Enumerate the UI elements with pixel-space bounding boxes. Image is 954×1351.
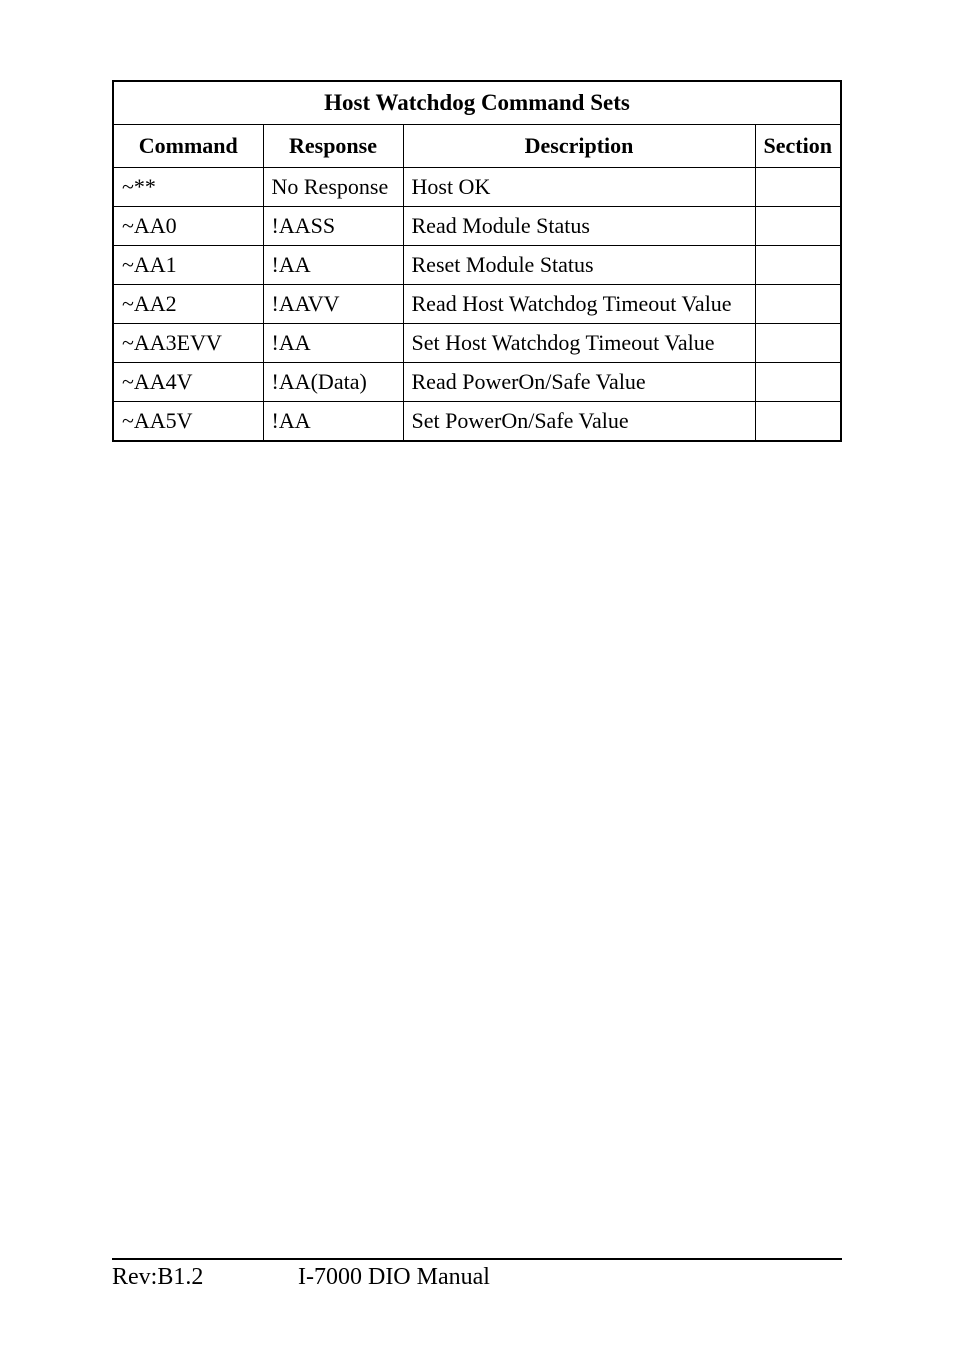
table-row: ~AA5V !AA Set PowerOn/Safe Value [113, 402, 841, 442]
cell-response: !AA(Data) [263, 363, 403, 402]
cell-description: Read PowerOn/Safe Value [403, 363, 755, 402]
table-row: ~AA3EVV !AA Set Host Watchdog Timeout Va… [113, 324, 841, 363]
cell-description: Reset Module Status [403, 246, 755, 285]
cell-section [755, 246, 841, 285]
cell-command: ~** [113, 168, 263, 207]
cell-section [755, 285, 841, 324]
cell-section [755, 168, 841, 207]
cell-section [755, 207, 841, 246]
table-title-row: Host Watchdog Command Sets [113, 81, 841, 125]
header-response: Response [263, 125, 403, 168]
footer-title: I-7000 DIO Manual [298, 1264, 490, 1291]
table-row: ~AA0 !AASS Read Module Status [113, 207, 841, 246]
cell-response: !AA [263, 246, 403, 285]
watchdog-command-table: Host Watchdog Command Sets Command Respo… [112, 80, 842, 442]
footer-text: Rev:B1.2 I-7000 DIO Manual [112, 1264, 842, 1291]
cell-command: ~AA3EVV [113, 324, 263, 363]
cell-description: Host OK [403, 168, 755, 207]
footer-rev: Rev:B1.2 [112, 1264, 298, 1291]
cell-description: Read Host Watchdog Timeout Value [403, 285, 755, 324]
cell-command: ~AA2 [113, 285, 263, 324]
cell-response: No Response [263, 168, 403, 207]
table-row: ~AA2 !AAVV Read Host Watchdog Timeout Va… [113, 285, 841, 324]
cell-response: !AAVV [263, 285, 403, 324]
table-title: Host Watchdog Command Sets [113, 81, 841, 125]
cell-command: ~AA5V [113, 402, 263, 442]
header-section: Section [755, 125, 841, 168]
cell-section [755, 324, 841, 363]
cell-command: ~AA0 [113, 207, 263, 246]
cell-command: ~AA1 [113, 246, 263, 285]
cell-section [755, 402, 841, 442]
cell-section [755, 363, 841, 402]
cell-command: ~AA4V [113, 363, 263, 402]
table-row: ~AA4V !AA(Data) Read PowerOn/Safe Value [113, 363, 841, 402]
header-command: Command [113, 125, 263, 168]
page-content: Host Watchdog Command Sets Command Respo… [0, 0, 954, 442]
table-row: ~** No Response Host OK [113, 168, 841, 207]
footer-divider [112, 1258, 842, 1260]
header-description: Description [403, 125, 755, 168]
cell-description: Set Host Watchdog Timeout Value [403, 324, 755, 363]
cell-response: !AA [263, 324, 403, 363]
table-header-row: Command Response Description Section [113, 125, 841, 168]
cell-description: Read Module Status [403, 207, 755, 246]
cell-description: Set PowerOn/Safe Value [403, 402, 755, 442]
cell-response: !AASS [263, 207, 403, 246]
page-footer: Rev:B1.2 I-7000 DIO Manual [112, 1258, 842, 1291]
table-row: ~AA1 !AA Reset Module Status [113, 246, 841, 285]
cell-response: !AA [263, 402, 403, 442]
